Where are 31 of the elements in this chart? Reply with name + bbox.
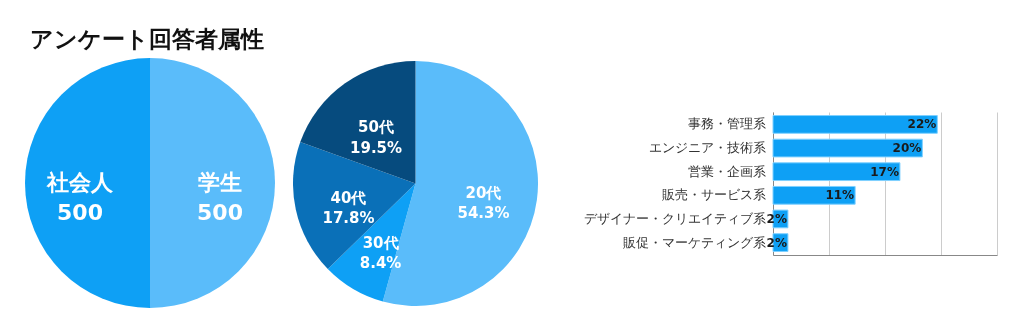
- pie-slice: [300, 61, 416, 184]
- slice-label: 40代: [330, 189, 367, 208]
- bar: [772, 185, 856, 205]
- pie-slice: [25, 58, 150, 308]
- bar: [772, 115, 938, 134]
- data-label: 17%: [870, 164, 899, 179]
- data-label: 22%: [907, 117, 937, 132]
- pie-slice: [150, 58, 275, 308]
- y-tick-label: デザイナー・クリエイティブ系: [583, 210, 766, 226]
- data-label: 20%: [892, 141, 922, 156]
- y-tick-label: 事務・管理系: [687, 116, 766, 132]
- slice-label: 学生: [198, 170, 242, 195]
- slice-label: 社会人: [46, 170, 114, 195]
- data-label: 500: [197, 199, 243, 225]
- y-tick-label: 販売・サービス系: [661, 187, 766, 203]
- slice-label: 50代: [358, 118, 394, 137]
- data-label: 8.4%: [359, 253, 402, 272]
- y-tick-label: エンジニア・技術系: [648, 140, 766, 156]
- bar: [772, 162, 901, 182]
- data-label: 500: [57, 199, 103, 225]
- data-label: 19.5%: [350, 138, 403, 157]
- chart-title: アンケート回答者属性: [30, 25, 264, 54]
- data-label: 17.8%: [322, 209, 375, 228]
- slice-label: 30代: [362, 233, 399, 252]
- bar: [772, 138, 923, 158]
- y-tick-label: 営業・企画系: [687, 163, 766, 179]
- slice-label: 20代: [465, 183, 502, 202]
- pie-slice: [293, 142, 416, 270]
- data-label: 11%: [825, 188, 855, 203]
- y-tick-label: 販促・マーケティング系: [622, 234, 766, 250]
- data-label: 54.3%: [457, 203, 510, 222]
